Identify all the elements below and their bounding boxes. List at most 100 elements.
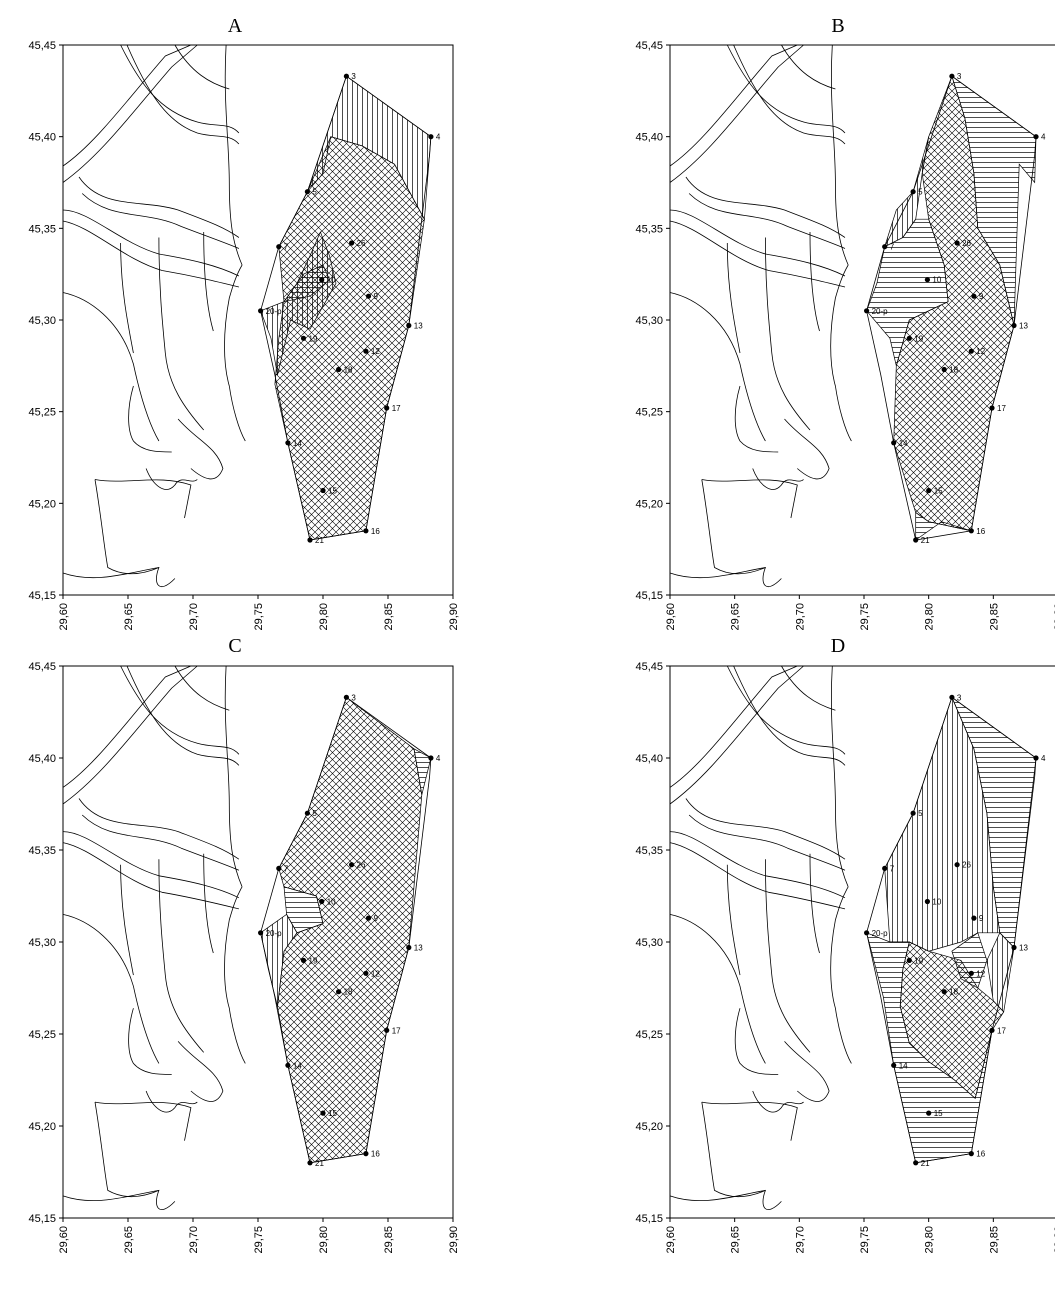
station-label: 10 xyxy=(327,276,336,285)
station-marker xyxy=(949,694,955,700)
station-label: 17 xyxy=(392,1026,401,1035)
station-label: 3 xyxy=(957,72,962,81)
coastline-segment xyxy=(62,566,176,588)
station-marker xyxy=(319,277,325,283)
coastline-segment xyxy=(809,231,820,332)
station-label: 13 xyxy=(1019,944,1028,953)
station-label: 15 xyxy=(328,1109,337,1118)
station-marker xyxy=(949,73,955,79)
coastline-segment xyxy=(669,566,782,588)
coastline-segment xyxy=(831,665,849,887)
station-marker xyxy=(276,244,282,250)
coastline-segment xyxy=(62,665,192,788)
station-marker xyxy=(910,810,916,816)
coastline-segment xyxy=(158,237,205,431)
station-marker xyxy=(428,134,434,140)
station-label: 16 xyxy=(371,527,380,536)
panel-title-d: D xyxy=(831,635,845,657)
station-label: 10 xyxy=(932,898,941,907)
station-label: 18 xyxy=(344,988,353,997)
station-marker xyxy=(906,335,912,341)
coastline-segment xyxy=(120,864,134,976)
station-label: 21 xyxy=(921,1159,930,1168)
station-label: 12 xyxy=(976,969,985,978)
coastline-segment xyxy=(62,665,198,805)
station-label: 18 xyxy=(344,366,353,375)
coastline-segment xyxy=(158,859,205,1053)
coastline-segment xyxy=(62,220,239,288)
x-tick-label: 29,80 xyxy=(924,1226,936,1254)
station-marker xyxy=(319,898,325,905)
station-label: 5 xyxy=(918,809,923,818)
y-tick-label: 45,45 xyxy=(635,661,663,673)
coastline xyxy=(669,44,852,588)
station-marker xyxy=(971,293,977,299)
station-marker xyxy=(349,862,355,868)
x-tick-label: 29,70 xyxy=(794,1226,806,1254)
coastline-segment xyxy=(126,665,240,766)
station-marker xyxy=(926,487,932,494)
station-label: 15 xyxy=(934,1109,943,1118)
station-marker xyxy=(864,308,870,314)
station-layer: 3 4 5 7 26 10 9 20-p 13 19 12 18 17 14 15 16 21 xyxy=(258,693,441,1168)
y-tick-label: 45,45 xyxy=(635,40,663,52)
station-label: 14 xyxy=(899,1061,908,1070)
station-marker xyxy=(320,487,326,494)
y-tick-label: 45,40 xyxy=(28,132,56,144)
station-label: 19 xyxy=(309,956,318,965)
station-marker xyxy=(882,865,888,872)
station-marker xyxy=(968,348,974,354)
station-label: 20-p xyxy=(872,307,889,316)
map-panel-d: D45,4545,4045,3545,3045,2545,2045,1529,6… xyxy=(635,635,1055,1254)
station-label: 14 xyxy=(293,439,302,448)
station-marker xyxy=(913,1160,919,1166)
coastline-segment xyxy=(701,479,798,519)
coastline-segment xyxy=(669,665,798,788)
coastline xyxy=(62,44,246,588)
station-marker xyxy=(363,970,369,976)
station-label: 21 xyxy=(921,536,930,545)
station-label: 4 xyxy=(1041,754,1046,763)
coastline-segment xyxy=(669,831,846,899)
y-tick-label: 45,35 xyxy=(635,223,663,235)
x-tick-label: 29,80 xyxy=(924,603,936,631)
station-label: 14 xyxy=(899,439,908,448)
coastline-segment xyxy=(669,665,804,805)
coastline-segment xyxy=(765,237,811,431)
station-marker xyxy=(924,898,931,905)
panel-title-c: C xyxy=(228,635,241,657)
coastline-segment xyxy=(94,1102,160,1198)
station-marker xyxy=(343,694,349,700)
zone-horiz xyxy=(283,886,324,934)
station-marker xyxy=(926,1110,932,1116)
station-marker xyxy=(968,1151,974,1157)
station-label: 20-p xyxy=(266,307,283,316)
y-tick-label: 45,15 xyxy=(635,590,663,602)
station-marker xyxy=(989,1027,995,1033)
coastline-segment xyxy=(203,853,214,954)
station-label: 12 xyxy=(371,969,380,978)
station-label: 9 xyxy=(374,914,379,923)
x-tick-label: 29,60 xyxy=(665,603,677,631)
station-label: 20-p xyxy=(872,929,889,938)
station-marker xyxy=(891,440,897,446)
coastline-segment xyxy=(688,814,846,871)
y-tick-label: 45,15 xyxy=(28,590,56,602)
x-tick-label: 29,65 xyxy=(730,1226,742,1254)
coastline-segment xyxy=(830,886,852,1064)
coastline-segment xyxy=(685,798,846,860)
station-marker xyxy=(384,1027,390,1033)
station-label: 7 xyxy=(284,243,289,252)
y-tick-label: 45,25 xyxy=(635,407,663,419)
station-label: 12 xyxy=(976,347,985,356)
station-marker xyxy=(363,528,369,534)
coastline-segment xyxy=(831,44,849,266)
y-tick-label: 45,15 xyxy=(28,1213,56,1225)
coastline-segment xyxy=(224,886,246,1064)
x-tick-label: 29,75 xyxy=(253,1226,265,1254)
station-marker xyxy=(258,308,264,314)
coastline-segment xyxy=(726,864,741,976)
coastline-segment xyxy=(781,44,836,90)
zone-cross xyxy=(274,136,425,541)
